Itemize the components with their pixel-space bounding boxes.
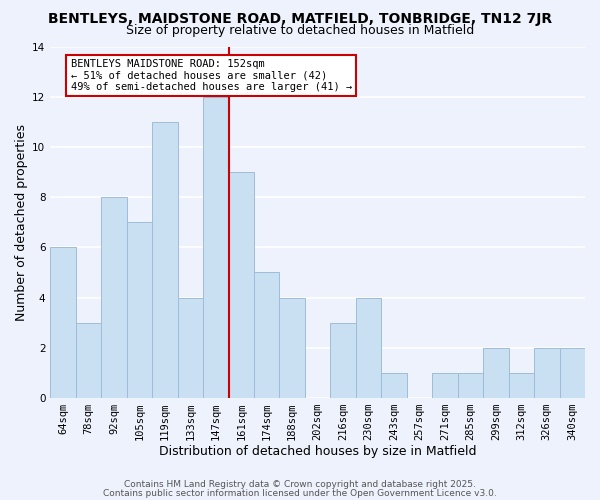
Text: Size of property relative to detached houses in Matfield: Size of property relative to detached ho… — [126, 24, 474, 37]
Bar — [458, 373, 483, 398]
Bar — [381, 373, 407, 398]
Bar — [178, 298, 203, 398]
Bar — [280, 298, 305, 398]
Bar — [560, 348, 585, 398]
Bar — [254, 272, 280, 398]
Text: BENTLEYS MAIDSTONE ROAD: 152sqm
← 51% of detached houses are smaller (42)
49% of: BENTLEYS MAIDSTONE ROAD: 152sqm ← 51% of… — [71, 59, 352, 92]
Bar — [127, 222, 152, 398]
Bar — [203, 96, 229, 398]
Bar — [331, 322, 356, 398]
Bar — [483, 348, 509, 398]
Bar — [509, 373, 534, 398]
Text: Contains HM Land Registry data © Crown copyright and database right 2025.: Contains HM Land Registry data © Crown c… — [124, 480, 476, 489]
Text: Contains public sector information licensed under the Open Government Licence v3: Contains public sector information licen… — [103, 488, 497, 498]
Bar — [152, 122, 178, 398]
Bar — [534, 348, 560, 398]
Bar — [356, 298, 381, 398]
Text: BENTLEYS, MAIDSTONE ROAD, MATFIELD, TONBRIDGE, TN12 7JR: BENTLEYS, MAIDSTONE ROAD, MATFIELD, TONB… — [48, 12, 552, 26]
Y-axis label: Number of detached properties: Number of detached properties — [15, 124, 28, 320]
X-axis label: Distribution of detached houses by size in Matfield: Distribution of detached houses by size … — [159, 444, 476, 458]
Bar — [101, 197, 127, 398]
Bar — [432, 373, 458, 398]
Bar — [76, 322, 101, 398]
Bar — [50, 248, 76, 398]
Bar — [229, 172, 254, 398]
